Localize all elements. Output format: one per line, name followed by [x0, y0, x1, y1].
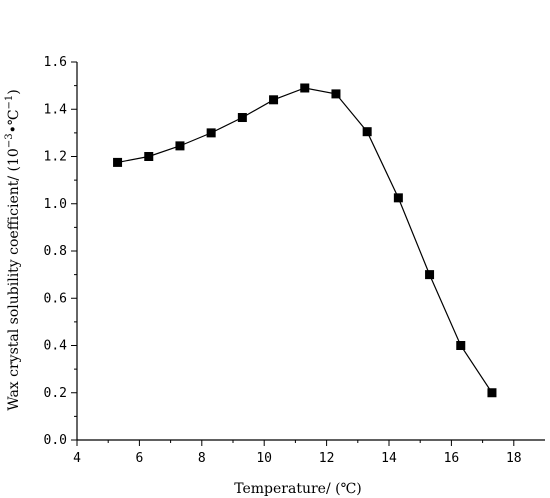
axes — [76, 62, 545, 441]
data-point — [487, 388, 497, 398]
data-point — [144, 152, 154, 161]
y-tick-label: 1.2 — [44, 150, 67, 165]
data-point — [113, 157, 123, 167]
data-point — [206, 128, 216, 138]
y-axis-title-exp1: −3 — [4, 133, 15, 148]
y-axis-title-exp2: −1 — [4, 95, 15, 110]
x-tick-label: 8 — [198, 451, 206, 466]
data-point — [393, 193, 403, 203]
x-tick-label: 4 — [73, 451, 81, 466]
x-tick-label: 12 — [319, 451, 335, 466]
data-point — [362, 127, 372, 137]
y-axis-title-mid: •℃ — [6, 109, 22, 133]
y-tick-label: 0.8 — [44, 244, 67, 259]
x-tick-label: 10 — [256, 451, 272, 466]
data-point — [425, 270, 435, 280]
data-point — [331, 89, 341, 99]
data-point — [175, 141, 185, 151]
x-tick-label: 6 — [135, 451, 143, 466]
data-point — [269, 95, 279, 105]
data-point — [456, 341, 466, 350]
x-axis-title: Temperature/ (℃) — [234, 481, 361, 497]
y-tick-label: 0.6 — [44, 291, 67, 306]
y-tick-label: 0.0 — [44, 433, 67, 448]
data-point — [237, 113, 247, 123]
data-point — [300, 83, 310, 93]
y-axis-title-end: ) — [6, 89, 22, 94]
y-axis-title: Wax crystal solubility coefficient/ (10−… — [4, 89, 22, 410]
y-tick-label: 1.6 — [44, 55, 67, 70]
x-tick-label: 18 — [506, 451, 522, 466]
y-axis-title-main: Wax crystal solubility coefficient/ (10 — [6, 148, 22, 411]
y-tick-label: 1.0 — [44, 197, 67, 212]
y-tick-label: 0.2 — [44, 386, 67, 401]
y-tick-label: 1.4 — [44, 102, 68, 117]
x-tick-label: 16 — [444, 451, 460, 466]
x-ticks: 4 6 8 10 12 14 16 18 — [73, 440, 522, 466]
series-line — [117, 87, 493, 394]
series — [113, 83, 497, 398]
y-tick-label: 0.4 — [44, 339, 68, 354]
y-ticks: 0.0 0.2 0.4 0.6 0.8 1.0 1.2 1.4 1.6 — [44, 55, 77, 448]
x-tick-label: 14 — [381, 451, 397, 466]
